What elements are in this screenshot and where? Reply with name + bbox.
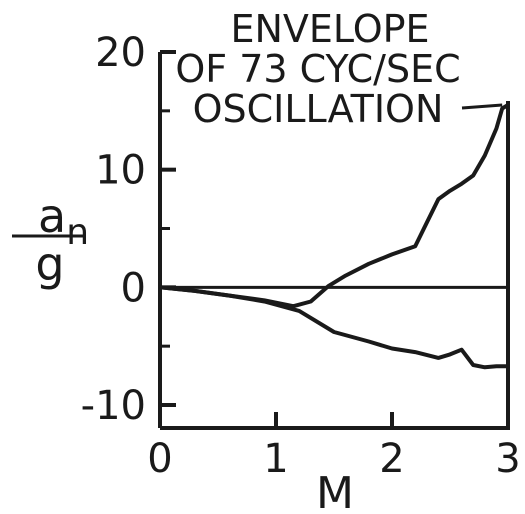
x-tick-label: 3 [495, 436, 520, 482]
y-tick-label: 10 [95, 148, 146, 194]
y-tick-label: 0 [121, 265, 146, 311]
ylabel-numerator: an [38, 189, 89, 253]
ylabel-denominator: g [35, 237, 64, 291]
annotation-leader [461, 103, 503, 110]
series-layer [159, 103, 510, 370]
annotation-line-2: OF 73 CYC/SEC [175, 47, 460, 91]
lower-envelope-line [159, 285, 508, 370]
y-tick-label: -10 [81, 383, 146, 429]
upper-envelope-line [159, 103, 510, 309]
annotation-line-1: ENVELOPE [230, 7, 429, 51]
y-tick-label: 20 [95, 30, 146, 76]
x-tick-label: 2 [379, 436, 404, 482]
annotation-line-3: OSCILLATION [193, 87, 444, 131]
y-ticks: -10 0 10 20 [81, 30, 176, 429]
ylabel-subscript: n [66, 212, 89, 253]
x-tick-label: 1 [263, 436, 288, 482]
x-ticks: 0 1 2 3 [147, 412, 521, 482]
x-tick-label: 0 [147, 436, 172, 482]
xlabel: M [316, 468, 354, 514]
